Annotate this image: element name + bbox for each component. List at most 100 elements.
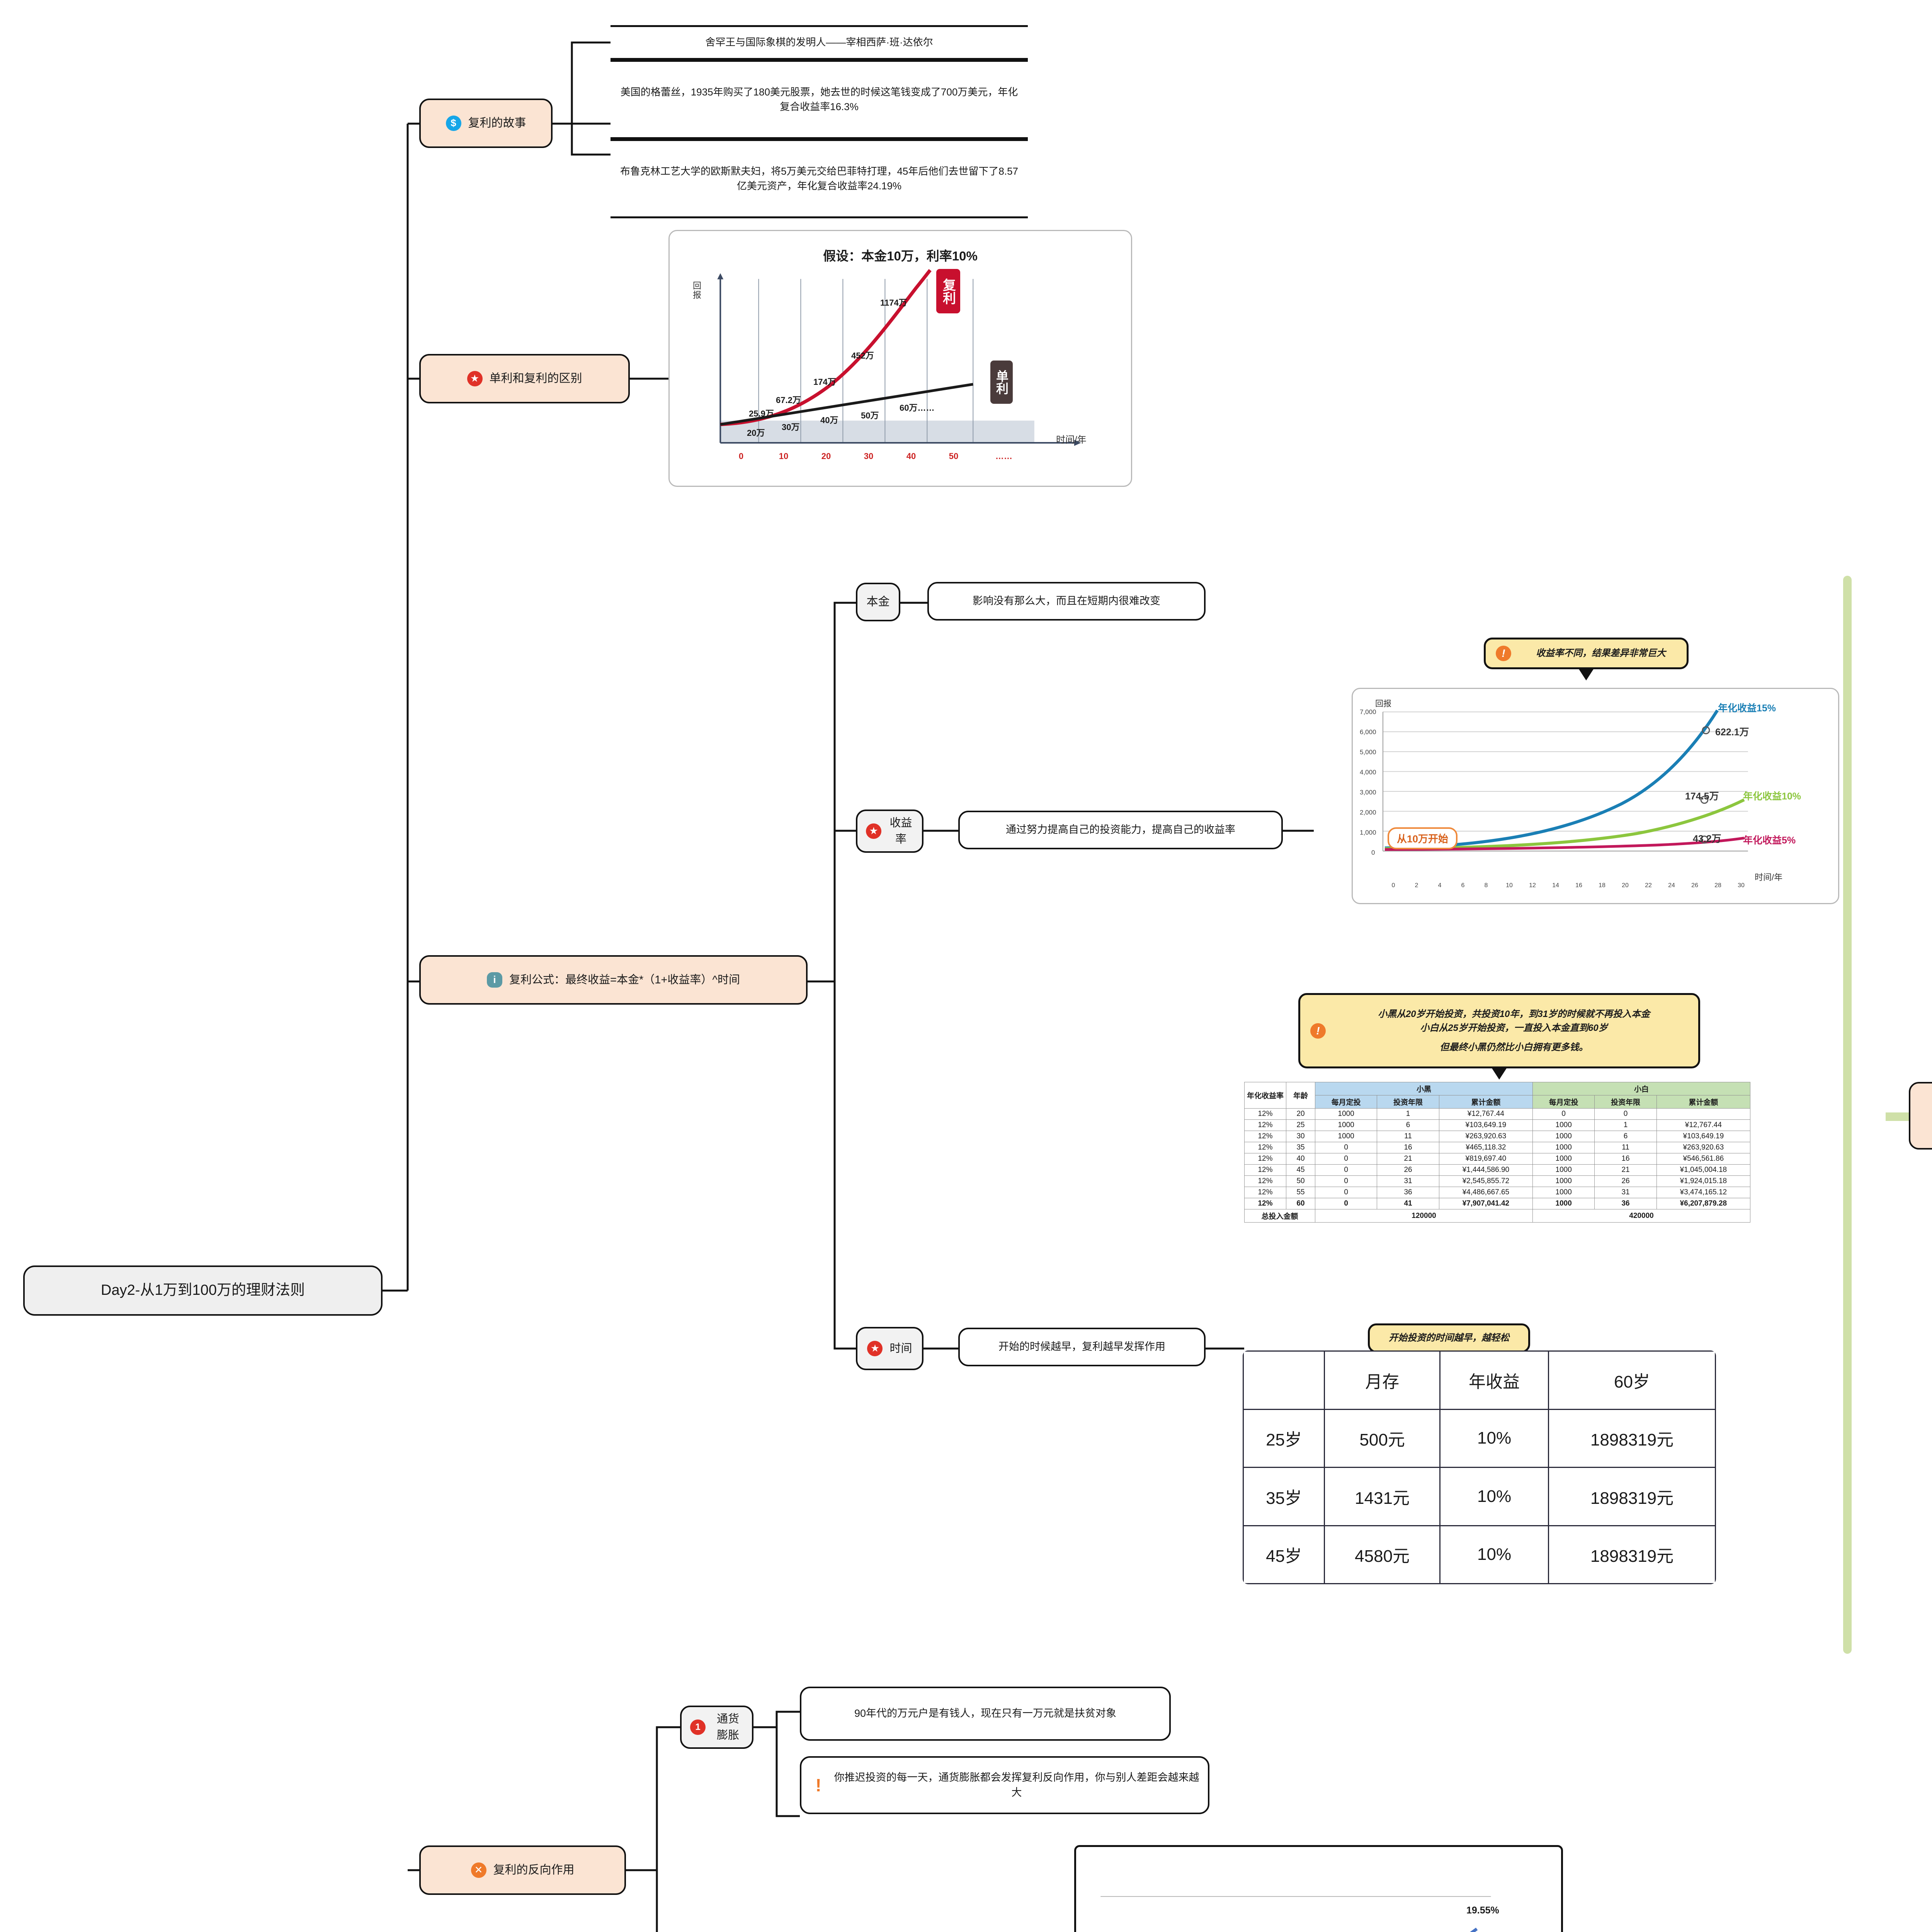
bw-cell: 1000 — [1532, 1119, 1595, 1131]
callout-rate-label: 收益率不同，结果差异非常巨大 — [1536, 648, 1666, 658]
note-inflation-1: ! 你推迟投资的每一天，通货膨胀都会发挥复利反向作用，你与别人差距会越来越大 — [800, 1756, 1209, 1814]
chart2-series-15-value: 622.1万 — [1715, 727, 1749, 738]
chart2-xtick-14: 28 — [1714, 882, 1721, 889]
ms-head-1: 月存 — [1324, 1350, 1441, 1410]
chart2-xtick-3: 6 — [1461, 882, 1465, 889]
table-row: 12% 40 0 21 ¥819,697.40 1000 16 ¥546,561.86 — [1244, 1153, 1751, 1165]
bw-footer-label: 总投入金额 — [1244, 1209, 1316, 1223]
bw-cell: ¥1,444,586.90 — [1439, 1164, 1533, 1176]
branch-story-label: 复利的故事 — [468, 117, 526, 130]
bw-cell: 1000 — [1532, 1142, 1595, 1153]
chart-return-rate-comparison: 回报 7,000 6,000 5,000 4,000 3,00 — [1352, 688, 1839, 904]
note-principal: 影响没有那么大，而且在短期内很难改变 — [927, 582, 1206, 621]
chart1-compound-label-2: 174万 — [813, 377, 836, 387]
table-row: 12% 50 0 31 ¥2,545,855.72 1000 26 ¥1,924,015.18 — [1244, 1175, 1751, 1187]
summary-formula[interactable]: ★ 1、尽量提升理财技能，提升自己的收益率 2、理财这件事儿，越早越好 — [1909, 1082, 1932, 1150]
chart1-simple-label-0: 20万 — [747, 428, 765, 438]
chart1-xtick-4: 40 — [906, 451, 916, 461]
bw-head-rate: 年化收益率 — [1244, 1082, 1287, 1109]
chart2-ytick-5: 5,000 — [1360, 748, 1376, 756]
ms-cell: 10% — [1439, 1467, 1549, 1526]
chart2-xtick-0: 0 — [1391, 882, 1395, 889]
bw-cell: 1000 — [1532, 1164, 1595, 1176]
bw-cell: ¥6,207,879.28 — [1656, 1198, 1751, 1209]
bw-cell: ¥819,697.40 — [1439, 1153, 1533, 1165]
info-icon: i — [487, 972, 503, 988]
table-row: 12% 25 1000 6 ¥103,649.19 1000 1 ¥12,767.44 — [1244, 1119, 1751, 1131]
root-topic[interactable]: Day2-从1万到100万的理财法则 — [23, 1265, 383, 1316]
callout-blackwhite: ! 小黑从20岁开始投资，共投资10年，到31岁的时候就不再投入本金 小白从25… — [1298, 993, 1700, 1068]
chart2-xtick-13: 26 — [1691, 882, 1698, 889]
branch-formula[interactable]: i 复利公式：最终收益=本金*（1+收益率）^时间 — [419, 955, 808, 1005]
bw-cell: 30 — [1286, 1131, 1316, 1142]
branch-reverse-label: 复利的反向作用 — [493, 1864, 575, 1877]
chart2-ytick-4: 4,000 — [1360, 769, 1376, 776]
note-inflation-0: 90年代的万元户是有钱人，现在只有一万元就是扶贫对象 — [800, 1687, 1171, 1741]
table-monthly-save: 月存 年收益 60岁 25岁 500元 10% 1898319元 35岁 1431元 10%… — [1243, 1350, 1716, 1584]
bw-cell: ¥12,767.44 — [1656, 1119, 1751, 1131]
bw-sub-0: 每月定投 — [1315, 1095, 1378, 1109]
bw-cell: 0 — [1315, 1153, 1378, 1165]
bw-cell: ¥263,920.63 — [1439, 1131, 1533, 1142]
bw-cell: 20 — [1286, 1108, 1316, 1120]
branch-story[interactable]: $ 复利的故事 — [419, 99, 553, 148]
bw-cell: 1000 — [1532, 1175, 1595, 1187]
chart-illness-risk: 19.55% 13.17% 男25-ix 女25-ix 1 10 20 30 4… — [1074, 1845, 1563, 1932]
note-time: 开始的时候越早，复利越早发挥作用 — [958, 1328, 1206, 1366]
bw-cell: 12% — [1244, 1131, 1287, 1142]
bw-cell: 12% — [1244, 1108, 1287, 1120]
chart2-xtick-2: 4 — [1438, 882, 1442, 889]
note-return-rate: 通过努力提高自己的投资能力，提高自己的收益率 — [958, 811, 1283, 849]
bw-cell: 16 — [1594, 1153, 1657, 1165]
table-row: 12% 55 0 36 ¥4,486,667.65 1000 31 ¥3,474,165.12 — [1244, 1187, 1751, 1198]
chart1-xtick-3: 30 — [864, 451, 874, 461]
chart2-ytick-6: 6,000 — [1360, 728, 1376, 736]
node-principal[interactable]: 本金 — [856, 583, 900, 621]
chart2-annotation: 从10万开始 — [1388, 827, 1458, 849]
chart1-simple-label-2: 40万 — [820, 415, 838, 425]
dollar-icon: $ — [446, 116, 461, 131]
star-icon: ★ — [867, 1341, 883, 1356]
chart2-ytick-2: 2,000 — [1360, 809, 1376, 816]
warning-icon: ! — [1496, 646, 1511, 661]
ms-head-0 — [1243, 1350, 1325, 1410]
bw-cell: 60 — [1286, 1198, 1316, 1209]
bw-cell: 1000 — [1532, 1131, 1595, 1142]
chart2-ytick-1: 1,000 — [1360, 829, 1376, 836]
chart1-legend-compound: 复利 — [936, 269, 960, 313]
ms-cell: 4580元 — [1324, 1525, 1441, 1584]
chart2-xtick-8: 16 — [1575, 882, 1582, 889]
bw-cell: 26 — [1594, 1175, 1657, 1187]
bw-cell: 1000 — [1532, 1153, 1595, 1165]
node-time[interactable]: ★ 时间 — [856, 1327, 923, 1370]
note-inflation-0-label: 90年代的万元户是有钱人，现在只有一万元就是扶贫对象 — [854, 1708, 1117, 1719]
chart2-series-5-value: 43.2万 — [1693, 833, 1721, 844]
ms-head-2: 年收益 — [1439, 1350, 1549, 1410]
branch-difference[interactable]: ★ 单利和复利的区别 — [419, 354, 630, 403]
table-row: 35岁 1431元 10% 1898319元 — [1243, 1467, 1716, 1526]
note-principal-label: 影响没有那么大，而且在短期内很难改变 — [973, 595, 1160, 607]
bw-cell: 55 — [1286, 1187, 1316, 1198]
node-inflation[interactable]: 1 通货膨胀 — [680, 1706, 753, 1749]
bw-cell: 12% — [1244, 1187, 1287, 1198]
bw-cell: ¥1,045,004.18 — [1656, 1164, 1751, 1176]
bw-cell: 1000 — [1315, 1131, 1378, 1142]
ms-cell: 25岁 — [1243, 1408, 1325, 1468]
chart2-ylabel: 回报 — [1375, 699, 1391, 708]
bw-cell: 12% — [1244, 1198, 1287, 1209]
ms-cell: 10% — [1439, 1408, 1549, 1468]
chart2-series-5-label: 年化收益5% — [1743, 835, 1796, 846]
chart1-xtick-2: 20 — [821, 451, 831, 461]
branch-difference-label: 单利和复利的区别 — [489, 372, 582, 385]
branch-reverse[interactable]: ✕ 复利的反向作用 — [419, 1845, 626, 1895]
node-return-rate[interactable]: ★ 收益率 — [856, 810, 923, 853]
chart1-title: 假设：本金10万，利率10% — [823, 249, 978, 263]
node-return-rate-label: 收益率 — [889, 816, 912, 845]
callout-earlier: 开始投资的时间越早，越轻松 — [1368, 1323, 1530, 1353]
ms-cell: 1431元 — [1324, 1467, 1441, 1526]
bw-cell: 1 — [1377, 1108, 1439, 1120]
warning-icon: ! — [815, 1775, 821, 1795]
bw-cell: 26 — [1377, 1164, 1439, 1176]
chart2-xlabel: 时间/年 — [1755, 872, 1783, 882]
